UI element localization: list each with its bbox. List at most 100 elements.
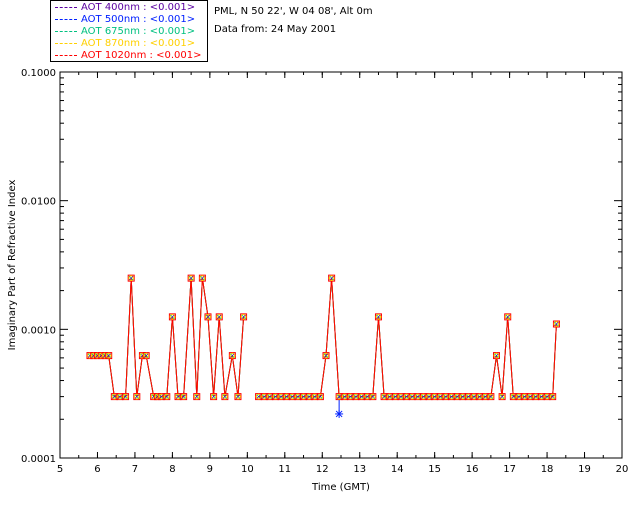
marker-x <box>348 394 353 399</box>
marker-x <box>359 394 364 399</box>
marker-x <box>211 394 216 399</box>
marker-x <box>404 394 409 399</box>
marker-x <box>409 394 415 399</box>
marker-x <box>301 394 306 399</box>
marker-circle <box>169 313 176 320</box>
legend-item-1020nm: AOT 1020nm : <0.001> <box>55 50 201 62</box>
marker-x <box>511 394 516 399</box>
marker-circle <box>493 352 500 359</box>
marker-circle <box>105 352 112 359</box>
marker-square <box>504 313 512 321</box>
marker-x <box>158 394 164 399</box>
marker-x <box>443 394 449 399</box>
marker-square <box>234 393 242 401</box>
marker-circle <box>102 352 108 359</box>
data-point <box>532 393 540 401</box>
x-tick-label: 10 <box>241 464 254 475</box>
marker-x <box>488 394 494 399</box>
legend-swatch-400nm <box>55 6 77 8</box>
data-point <box>168 313 176 321</box>
x-tick-label: 17 <box>503 464 516 475</box>
marker-circle <box>328 275 335 282</box>
x-tick-label: 11 <box>278 464 291 475</box>
legend-label-870nm: AOT 870nm : <0.001> <box>81 38 196 49</box>
marker-x <box>312 394 318 399</box>
marker-x <box>123 394 128 399</box>
marker-square <box>180 393 188 401</box>
marker-square <box>210 393 218 401</box>
marker-x <box>471 394 477 399</box>
marker-x <box>516 394 522 399</box>
marker-x <box>438 394 443 399</box>
marker-circle <box>210 393 217 400</box>
marker-x <box>329 275 334 281</box>
marker-x <box>336 394 342 399</box>
marker-x <box>426 394 432 399</box>
legend-label-500nm: AOT 500nm : <0.001> <box>81 14 196 25</box>
data-point <box>163 393 171 401</box>
data-point <box>180 393 188 401</box>
marker-square <box>228 352 236 360</box>
data-point <box>504 313 512 321</box>
data-point <box>234 393 242 401</box>
data-point <box>492 352 500 360</box>
marker-x <box>415 394 421 399</box>
marker-x <box>194 394 200 399</box>
legend: AOT 400nm : <0.001> AOT 500nm : <0.001> … <box>50 0 208 62</box>
legend-label-675nm: AOT 675nm : <0.001> <box>81 26 196 37</box>
marker-circle <box>549 393 556 400</box>
marker-x <box>175 394 181 399</box>
marker-x <box>117 394 123 399</box>
marker-circle <box>163 393 170 400</box>
marker-x <box>306 394 312 399</box>
marker-x <box>432 394 437 399</box>
marker-circle <box>94 352 101 359</box>
marker-x <box>398 394 404 399</box>
x-tick-label: 12 <box>316 464 329 475</box>
marker-circle <box>90 352 97 359</box>
chart-marks <box>86 274 560 418</box>
marker-x <box>550 394 555 399</box>
data-point <box>122 393 130 401</box>
marker-circle <box>235 393 241 400</box>
marker-x <box>143 353 149 358</box>
marker-circle <box>205 313 211 320</box>
marker-x <box>106 353 111 358</box>
legend-label-1020nm: AOT 1020nm : <0.001> <box>81 50 202 61</box>
marker-circle <box>128 275 135 282</box>
marker-circle <box>199 275 206 282</box>
marker-x <box>477 394 482 399</box>
marker-x <box>421 394 426 399</box>
marker-square <box>105 352 113 360</box>
marker-x <box>505 314 511 320</box>
x-tick-label: 19 <box>578 464 591 475</box>
data-point <box>198 274 206 282</box>
marker-x <box>235 394 241 399</box>
marker-square <box>204 313 212 321</box>
marker-x <box>128 275 134 281</box>
data-point <box>142 352 150 360</box>
marker-x <box>134 394 140 399</box>
marker-x <box>318 394 323 399</box>
data-point <box>277 393 285 401</box>
marker-x <box>200 275 205 281</box>
data-point <box>193 393 201 401</box>
legend-swatch-675nm <box>55 30 77 32</box>
y-tick-label: 0.0001 <box>21 454 56 465</box>
marker-square <box>138 352 146 360</box>
data-point <box>240 313 248 321</box>
marker-circle <box>221 393 228 400</box>
marker-circle <box>122 393 129 400</box>
marker-circle <box>143 352 150 359</box>
marker-square <box>240 313 248 321</box>
marker-square <box>93 352 101 360</box>
data-point <box>105 352 113 360</box>
marker-x <box>539 394 544 399</box>
legend-item-400nm: AOT 400nm : <0.001> <box>55 2 195 14</box>
data-point <box>133 393 141 401</box>
marker-circle <box>188 275 195 282</box>
marker-x <box>205 314 211 320</box>
data-point <box>498 393 506 401</box>
marker-circle <box>499 393 506 400</box>
marker-square <box>97 352 105 360</box>
